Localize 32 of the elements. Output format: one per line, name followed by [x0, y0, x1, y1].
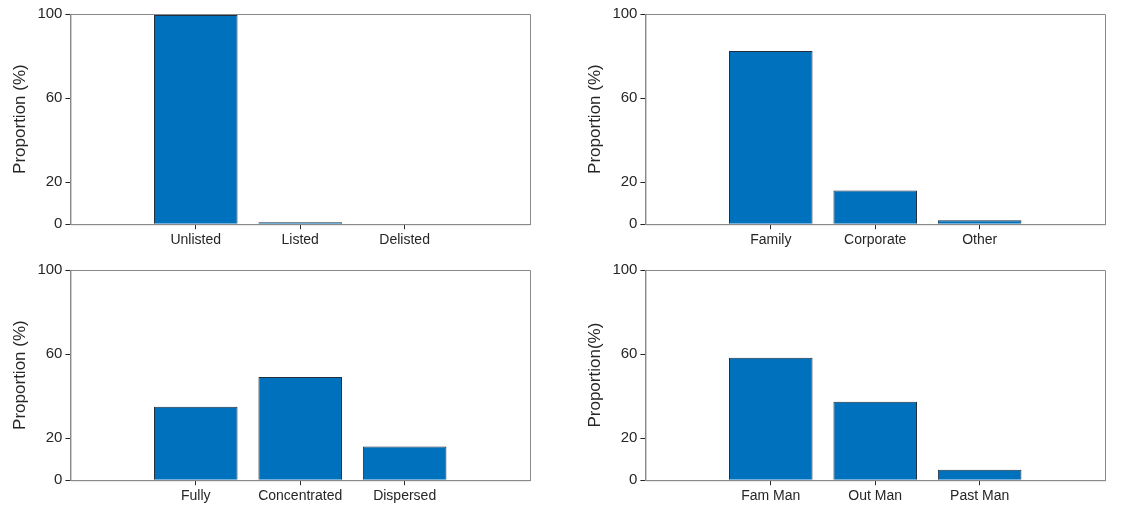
y-axis-title: Proportion (%) — [9, 64, 29, 174]
y-axis-title: Proportion (%) — [9, 320, 29, 430]
x-tick-label: Delisted — [379, 231, 430, 248]
y-tick-label: 20 — [620, 428, 638, 446]
x-tick-label: Other — [962, 231, 998, 248]
x-tick-label: Concentrated — [258, 487, 343, 504]
y-tick-label: 60 — [45, 88, 63, 106]
y-tick-label: 20 — [620, 172, 638, 190]
y-tick-label: 100 — [612, 4, 638, 22]
y-axis-title: Proportion (%) — [584, 64, 604, 174]
y-tick-label: 0 — [54, 214, 63, 232]
x-tick-label: Unlisted — [170, 231, 222, 248]
y-axis-title: Proportion(%) — [584, 322, 604, 428]
y-tick-label: 100 — [37, 260, 63, 278]
x-tick-label: Corporate — [844, 231, 907, 248]
y-tick-label: 100 — [612, 260, 638, 278]
x-tick-label: Past Man — [950, 487, 1010, 504]
x-tick-label: Dispersed — [373, 487, 437, 504]
y-tick-label: 20 — [45, 428, 63, 446]
y-tick-label: 0 — [629, 470, 638, 488]
y-tick-label: 60 — [620, 344, 638, 362]
y-tick-label: 60 — [45, 344, 63, 362]
y-tick-label: 20 — [45, 172, 63, 190]
y-tick-label: 0 — [629, 214, 638, 232]
x-tick-label: Listed — [281, 231, 319, 248]
x-tick-label: Fully — [180, 487, 211, 504]
y-tick-label: 100 — [37, 4, 63, 22]
x-tick-label: Family — [750, 231, 792, 248]
x-tick-label: Out Man — [848, 487, 903, 504]
y-tick-label: 60 — [620, 88, 638, 106]
y-tick-label: 0 — [54, 470, 63, 488]
x-tick-label: Fam Man — [741, 487, 801, 504]
